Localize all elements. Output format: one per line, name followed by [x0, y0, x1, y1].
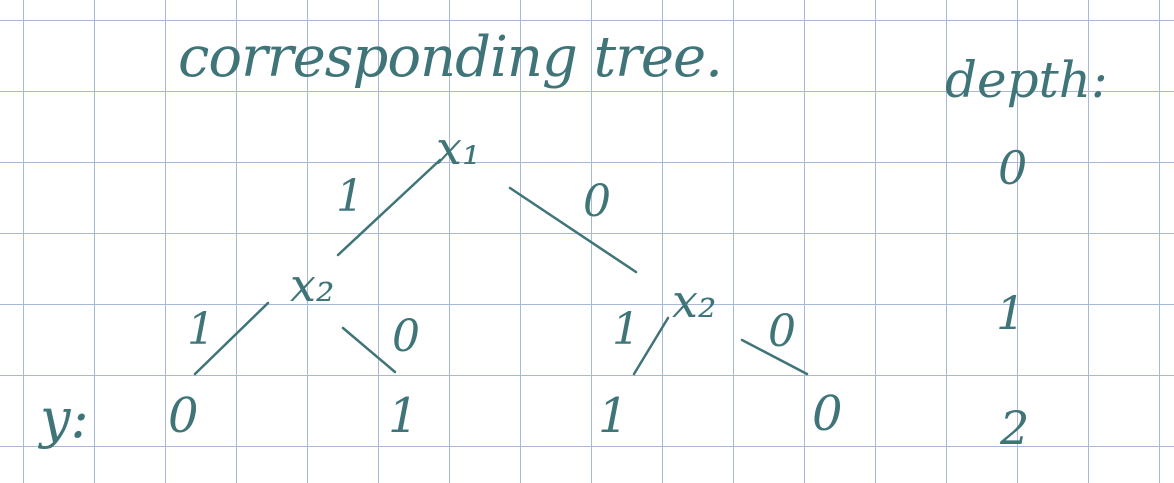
depth-value: 0 — [998, 141, 1028, 195]
diagram-title: corresponding tree. — [178, 25, 723, 90]
left-edge-left-label: 1 — [187, 304, 215, 355]
edge-right-left — [632, 316, 670, 376]
root-edge-left-label: 1 — [336, 171, 364, 222]
edge-root-left — [336, 158, 442, 257]
right-edge-right-label: 0 — [768, 306, 796, 357]
depth-value: 2 — [1000, 401, 1030, 455]
leaf-value: 1 — [388, 388, 419, 444]
edge-left-right — [341, 326, 397, 374]
depth-value: 1 — [996, 286, 1026, 340]
right-edge-left-label: 1 — [612, 304, 640, 355]
edge-left-left — [193, 301, 270, 376]
right-node-label: x₂ — [672, 274, 717, 328]
root-edge-right-label: 0 — [583, 176, 611, 227]
edge-root-right — [508, 186, 638, 274]
leaf-value: 0 — [168, 388, 199, 444]
depth-header: depth: — [945, 51, 1108, 109]
left-node-label: x₂ — [290, 258, 335, 312]
root-node-label: x₁ — [436, 121, 481, 175]
leaf-value: 1 — [598, 388, 629, 444]
leaf-value: 0 — [812, 386, 843, 442]
y-label: y: — [40, 387, 89, 450]
left-edge-right-label: 0 — [392, 311, 420, 362]
edge-right-right — [740, 338, 809, 376]
